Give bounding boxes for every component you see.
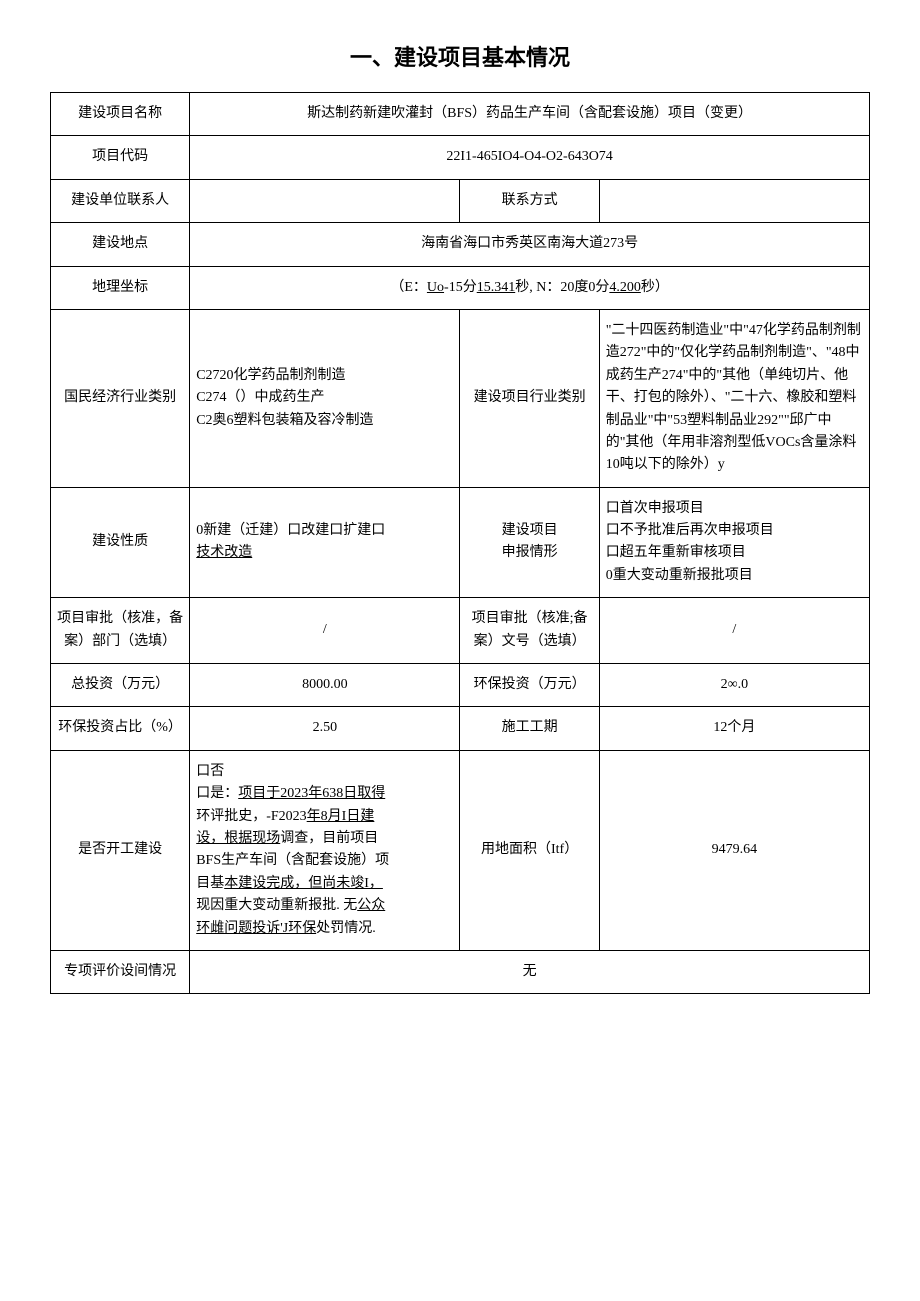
special-eval-label: 专项评价设间情况	[51, 950, 190, 993]
contact-method-value	[599, 179, 869, 222]
industry-class-line3: C2奥6塑料包装箱及容冷制造	[196, 410, 453, 432]
table-row: 总投资（万元） 8000.00 环保投资（万元） 2∞.0	[51, 664, 870, 707]
declare-line2: 口不予批准后再次申报项目	[606, 520, 863, 542]
started-line3b: 年8月I日建	[307, 809, 375, 824]
nature-line1: 0新建（迁建）口改建口扩建口	[196, 520, 453, 542]
page-title: 一、建设项目基本情况	[50, 40, 870, 72]
declare-value: 口首次申报项目 口不予批准后再次申报项目 口超五年重新审核项目 0重大变动重新报…	[599, 487, 869, 598]
env-invest-label: 环保投资（万元）	[460, 664, 599, 707]
started-label: 是否开工建设	[51, 750, 190, 950]
coords-label: 地理坐标	[51, 266, 190, 309]
total-invest-value: 8000.00	[190, 664, 460, 707]
project-code-value: 22I1-465IO4-O4-O2-643O74	[190, 136, 870, 179]
started-line8a: 环雌问题投诉'J环保	[196, 921, 316, 936]
nature-value: 0新建（迁建）口改建口扩建口 技术改造	[190, 487, 460, 598]
env-ratio-label: 环保投资占比（%）	[51, 707, 190, 750]
total-invest-label: 总投资（万元）	[51, 664, 190, 707]
table-row: 建设项目名称 斯达制药新建吹灌封（BFS）药品生产车间（含配套设施）项目（变更）	[51, 93, 870, 136]
approval-no-label: 项目审批（核准;备案）文号（选填）	[460, 598, 599, 664]
table-row: 项目代码 22I1-465IO4-O4-O2-643O74	[51, 136, 870, 179]
project-code-label: 项目代码	[51, 136, 190, 179]
land-area-label: 用地面积（Itf）	[460, 750, 599, 950]
started-line1: 口否	[196, 761, 453, 783]
project-industry-value: "二十四医药制造业"中"47化学药品制剂制造272"中的"仅化学药品制剂制造"、…	[599, 309, 869, 487]
contact-person-value	[190, 179, 460, 222]
coords-value: （E：Uo-15分15.341秒, N：20度0分4.200秒）	[190, 266, 870, 309]
industry-class-line2: C274（）中成药生产	[196, 387, 453, 409]
started-line4a: 设，根据现场	[196, 831, 280, 846]
table-row: 项目审批（核准，备案）部门（选填） / 项目审批（核准;备案）文号（选填） /	[51, 598, 870, 664]
declare-label: 建设项目 申报情形	[460, 487, 599, 598]
started-line6b: 本建设完成，但尚未竣I，	[224, 876, 383, 891]
coords-e-mid: -15分	[444, 280, 477, 295]
approval-dept-label: 项目审批（核准，备案）部门（选填）	[51, 598, 190, 664]
contact-person-label: 建设单位联系人	[51, 179, 190, 222]
nature-label: 建设性质	[51, 487, 190, 598]
started-line8b: 处罚情况.	[316, 921, 376, 936]
env-ratio-value: 2.50	[190, 707, 460, 750]
industry-class-line1: C2720化学药品制剂制造	[196, 365, 453, 387]
nature-line2: 技术改造	[196, 542, 453, 564]
started-line7b: 公众	[357, 898, 385, 913]
declare-line1: 口首次申报项目	[606, 498, 863, 520]
started-value: 口否 口是：项目于2023年638日取得 环评批史，-F2023年8月I日建 设…	[190, 750, 460, 950]
industry-class-value: C2720化学药品制剂制造 C274（）中成药生产 C2奥6塑料包装箱及容冷制造	[190, 309, 460, 487]
started-line3a: 环评批史，-F2023	[196, 809, 306, 824]
coords-suffix: 秒）	[641, 280, 669, 295]
table-row: 建设单位联系人 联系方式	[51, 179, 870, 222]
declare-line4: 0重大变动重新报批项目	[606, 565, 863, 587]
env-invest-value: 2∞.0	[599, 664, 869, 707]
approval-no-value: /	[599, 598, 869, 664]
industry-class-label: 国民经济行业类别	[51, 309, 190, 487]
started-line7a: 现因重大变动重新报批. 无	[196, 898, 357, 913]
table-row: 专项评价设间情况 无	[51, 950, 870, 993]
table-row: 环保投资占比（%） 2.50 施工工期 12个月	[51, 707, 870, 750]
declare-line3: 口超五年重新审核项目	[606, 542, 863, 564]
contact-method-label: 联系方式	[460, 179, 599, 222]
table-row: 国民经济行业类别 C2720化学药品制剂制造 C274（）中成药生产 C2奥6塑…	[51, 309, 870, 487]
declare-label1: 建设项目	[466, 520, 592, 542]
started-line2b: 项目于2023年638日取得	[238, 786, 385, 801]
started-line6a: 目基	[196, 876, 224, 891]
coords-e-suffix: 秒, N：20度0分	[515, 280, 609, 295]
table-row: 地理坐标 （E：Uo-15分15.341秒, N：20度0分4.200秒）	[51, 266, 870, 309]
project-industry-label: 建设项目行业类别	[460, 309, 599, 487]
table-row: 建设性质 0新建（迁建）口改建口扩建口 技术改造 建设项目 申报情形 口首次申报…	[51, 487, 870, 598]
coords-prefix: （E：	[390, 280, 427, 295]
location-label: 建设地点	[51, 223, 190, 266]
project-name-value: 斯达制药新建吹灌封（BFS）药品生产车间（含配套设施）项目（变更）	[190, 93, 870, 136]
started-line7: 现因重大变动重新报批. 无公众	[196, 895, 453, 917]
special-eval-value: 无	[190, 950, 870, 993]
approval-dept-value: /	[190, 598, 460, 664]
declare-label2: 申报情形	[466, 542, 592, 564]
started-line3: 环评批史，-F2023年8月I日建	[196, 806, 453, 828]
table-row: 建设地点 海南省海口市秀英区南海大道273号	[51, 223, 870, 266]
coords-n-sec: 4.200	[609, 280, 641, 295]
duration-value: 12个月	[599, 707, 869, 750]
duration-label: 施工工期	[460, 707, 599, 750]
started-line8: 环雌问题投诉'J环保处罚情况.	[196, 918, 453, 940]
started-line2a: 口是：	[196, 786, 238, 801]
coords-e-u: Uo	[427, 280, 444, 295]
started-line5: BFS生产车间（含配套设施）项	[196, 850, 453, 872]
started-line6: 目基本建设完成，但尚未竣I，	[196, 873, 453, 895]
table-row: 是否开工建设 口否 口是：项目于2023年638日取得 环评批史，-F2023年…	[51, 750, 870, 950]
coords-e-sec: 15.341	[477, 280, 516, 295]
started-line4: 设，根据现场调查，目前项目	[196, 828, 453, 850]
project-name-label: 建设项目名称	[51, 93, 190, 136]
started-line4b: 调查，目前项目	[280, 831, 378, 846]
basic-info-table: 建设项目名称 斯达制药新建吹灌封（BFS）药品生产车间（含配套设施）项目（变更）…	[50, 92, 870, 994]
land-area-value: 9479.64	[599, 750, 869, 950]
started-line2: 口是：项目于2023年638日取得	[196, 783, 453, 805]
location-value: 海南省海口市秀英区南海大道273号	[190, 223, 870, 266]
